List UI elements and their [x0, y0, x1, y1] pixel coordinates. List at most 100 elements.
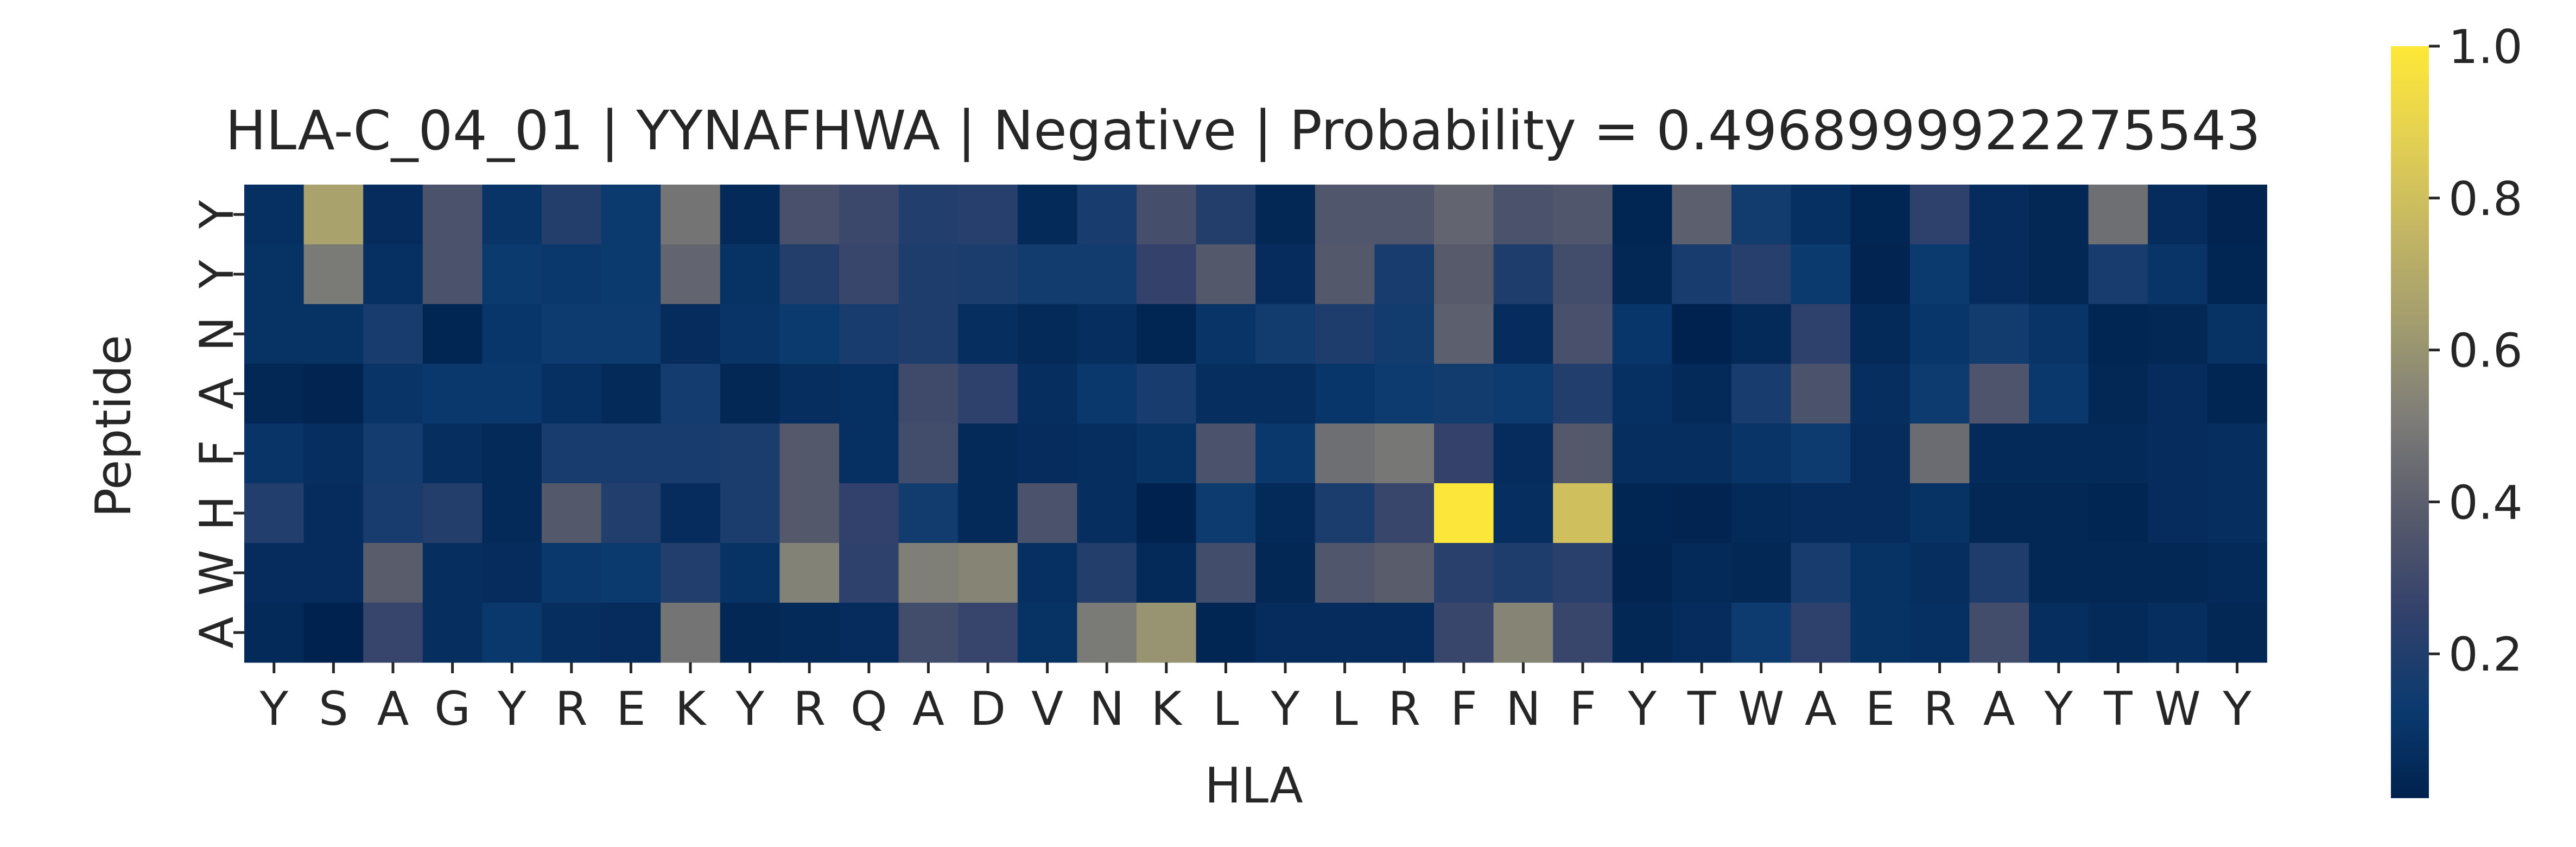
y-tick-label: N [190, 317, 244, 351]
heatmap-cell [1077, 185, 1137, 245]
heatmap-cell [542, 364, 602, 424]
y-tick-label: W [190, 549, 244, 596]
x-tick-label: Y [1271, 682, 1300, 736]
heatmap-cell [422, 304, 483, 364]
heatmap-cell [1672, 185, 1732, 245]
x-tick-label: K [675, 682, 707, 736]
heatmap-cell [1137, 483, 1197, 543]
heatmap-cell [1553, 423, 1613, 484]
heatmap-cell [1909, 483, 1970, 543]
heatmap-cell [2207, 423, 2267, 484]
heatmap-cell [1017, 423, 1077, 484]
heatmap-cell [1255, 185, 1316, 245]
x-tick-label: T [2103, 682, 2133, 736]
heatmap-cell [1909, 603, 1970, 663]
heatmap-cell [363, 185, 423, 245]
heatmap-cell [1850, 364, 1911, 424]
heatmap-cell [661, 304, 721, 364]
heatmap-cell [1969, 483, 2029, 543]
heatmap-cell [1731, 304, 1792, 364]
y-tick-label: A [190, 377, 244, 409]
heatmap-cell [958, 603, 1018, 663]
heatmap-cell [601, 244, 661, 305]
heatmap-cell [1909, 423, 1970, 484]
heatmap-cell [1731, 603, 1792, 663]
heatmap-cell [2207, 603, 2267, 663]
heatmap-cell [2088, 364, 2148, 424]
heatmap-cell [898, 304, 959, 364]
heatmap-cell [1791, 185, 1851, 245]
x-tick-label: G [434, 682, 471, 736]
heatmap-cell [839, 244, 899, 305]
heatmap-cell [1553, 543, 1613, 603]
heatmap-cell [2029, 423, 2089, 484]
heatmap-cell [898, 603, 959, 663]
heatmap-cell [1374, 483, 1435, 543]
x-tick-label: K [1151, 682, 1183, 736]
heatmap-cell [661, 483, 721, 543]
heatmap-cell [1612, 185, 1672, 245]
heatmap-cell [422, 543, 483, 603]
x-tick-label: A [1805, 682, 1837, 736]
heatmap-cell [1077, 483, 1137, 543]
heatmap-cell [1969, 543, 2029, 603]
heatmap-cell [1374, 423, 1435, 484]
heatmap-cell [1791, 543, 1851, 603]
heatmap-cell [1791, 483, 1851, 543]
heatmap-cell [2207, 483, 2267, 543]
heatmap-cell [601, 483, 661, 543]
heatmap-cell [1255, 543, 1316, 603]
colorbar-ticks: 0.2 0.4 0.6 0.8 1.0 [2429, 20, 2523, 682]
heatmap-cell [1315, 483, 1375, 543]
heatmap-cell [1791, 364, 1851, 424]
heatmap-cell [898, 483, 959, 543]
heatmap-cell [958, 304, 1018, 364]
heatmap-cell [661, 244, 721, 305]
heatmap-cell [1017, 543, 1077, 603]
heatmap-cell [542, 543, 602, 603]
heatmap-cell [601, 423, 661, 484]
heatmap-cell [1672, 603, 1732, 663]
heatmap-cell [1612, 483, 1672, 543]
heatmap-cell [898, 364, 959, 424]
heatmap-cell [720, 543, 780, 603]
heatmap-cell [1612, 603, 1672, 663]
heatmap-cell [1434, 483, 1494, 543]
heatmap-cell [2029, 185, 2089, 245]
heatmap-cell [958, 364, 1018, 424]
heatmap-cell [1017, 244, 1077, 305]
heatmap-cell [1315, 543, 1375, 603]
x-tick-label: E [1866, 682, 1895, 736]
heatmap-cell [1612, 244, 1672, 305]
heatmap-cell [1196, 185, 1256, 245]
x-tick-label: A [912, 682, 944, 736]
heatmap-cell [1255, 364, 1316, 424]
heatmap-cell [1909, 304, 1970, 364]
heatmap-cell [1672, 304, 1732, 364]
y-tick-label: Y [190, 200, 244, 229]
heatmap-cell [1017, 185, 1077, 245]
heatmap-cell [1850, 603, 1911, 663]
heatmap-cell [1909, 185, 1970, 245]
heatmap-cell [601, 364, 661, 424]
heatmap-cell [244, 543, 304, 603]
heatmap-cell [661, 423, 721, 484]
heatmap-cell [779, 423, 840, 484]
heatmap-cell [1196, 364, 1256, 424]
heatmap-cell [898, 543, 959, 603]
heatmap-cell [1434, 364, 1494, 424]
heatmap-cell [1137, 603, 1197, 663]
heatmap-cell [1731, 244, 1792, 305]
heatmap-cell [1255, 304, 1316, 364]
heatmap-cell [244, 244, 304, 305]
heatmap-cell [2148, 244, 2208, 305]
heatmap-cell [422, 244, 483, 305]
heatmap-cell [1969, 603, 2029, 663]
y-tick-label: F [190, 440, 244, 466]
heatmap-cell [1672, 364, 1732, 424]
heatmap-cell [2029, 543, 2089, 603]
heatmap-cell [2207, 543, 2267, 603]
heatmap-cell [2029, 364, 2089, 424]
heatmap-cell [1493, 483, 1553, 543]
heatmap-cell [1077, 423, 1137, 484]
